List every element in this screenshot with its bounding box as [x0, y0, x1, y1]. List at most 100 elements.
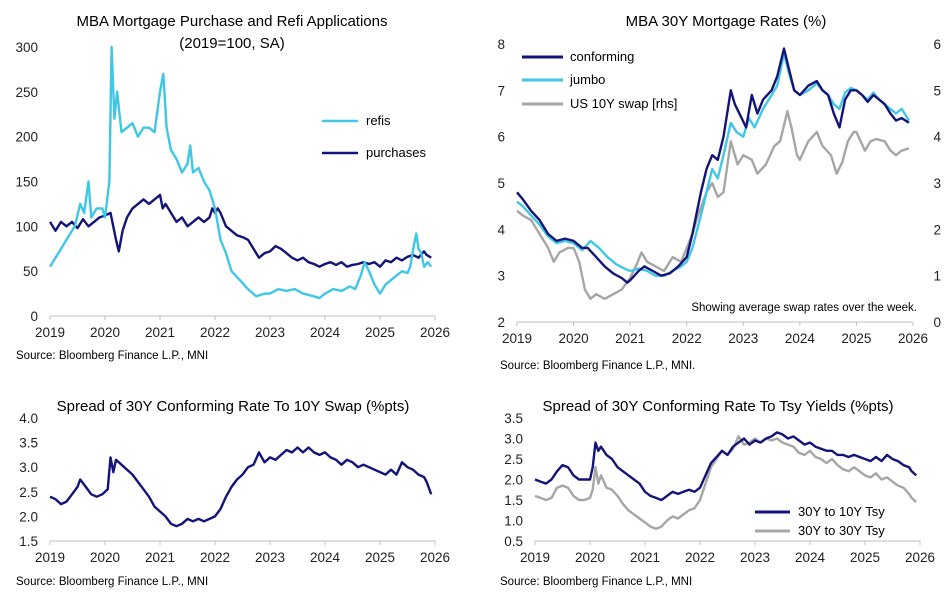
- y-tick-label: 2.0: [504, 473, 523, 488]
- plot-area: [48, 45, 433, 300]
- y-tick-label-right: 0: [933, 315, 941, 330]
- plot-area: [49, 446, 433, 528]
- x-tick-label: 2023: [728, 331, 758, 346]
- y-tick-label: 3.0: [504, 432, 523, 447]
- y-tick-label: 7: [497, 83, 505, 98]
- series-line-refis: [48, 45, 433, 300]
- y-tick-label: 300: [15, 40, 38, 55]
- x-tick-label: 2020: [559, 331, 589, 346]
- y-axis-right: 0 1 2 3 4 5 6: [933, 37, 941, 330]
- y-tick-label: 2.5: [504, 452, 523, 467]
- y-tick-label: 2.5: [19, 485, 38, 500]
- x-tick-label: 2025: [365, 325, 395, 340]
- y-tick-label-right: 1: [933, 269, 941, 284]
- y-tick-label: 2.0: [19, 509, 38, 524]
- y-tick-label-right: 4: [933, 130, 941, 145]
- chart-spread-tsy: Spread of 30Y Conforming Rate To Tsy Yie…: [500, 398, 935, 588]
- y-tick-label: 50: [23, 264, 38, 279]
- y-axis: 0.5 1.0 1.5 2.0 2.5 3.0 3.5: [504, 411, 523, 549]
- series-line-purchases: [48, 193, 432, 268]
- x-tick-label: 2020: [575, 550, 605, 565]
- legend-label: US 10Y swap [rhs]: [570, 96, 677, 111]
- legend-label: 30Y to 30Y Tsy: [798, 523, 885, 538]
- legend-label: refis: [366, 113, 391, 128]
- x-tick-label: 2019: [35, 325, 65, 340]
- y-tick-label: 0: [30, 309, 38, 324]
- legend-label: 30Y to 10Y Tsy: [798, 504, 885, 519]
- y-tick-label-right: 5: [933, 83, 941, 98]
- y-tick-label: 4: [497, 222, 505, 237]
- series-line-spread: [49, 446, 433, 528]
- series-line-us-10y-swap-rhs-: [516, 110, 910, 300]
- chart-spread-swap: Spread of 30Y Conforming Rate To 10Y Swa…: [16, 398, 450, 588]
- y-tick-label-right: 6: [933, 37, 941, 52]
- x-tick-label: 2026: [420, 325, 450, 340]
- legend-label: conforming: [570, 49, 634, 64]
- x-tick-label: 2019: [502, 331, 532, 346]
- y-tick-label: 1.5: [504, 493, 523, 508]
- source-note: Source: Bloomberg Finance L.P., MNI: [16, 350, 208, 362]
- x-tick-label: 2022: [200, 325, 230, 340]
- y-tick-label: 5: [497, 176, 505, 191]
- x-tick-label: 2021: [145, 550, 175, 565]
- series-line-30y-to-10y-tsy: [534, 431, 918, 502]
- y-tick-label: 3.5: [19, 436, 38, 451]
- x-tick-label: 2019: [520, 550, 550, 565]
- y-tick-label: 3: [497, 269, 505, 284]
- source-note: Source: Bloomberg Finance L.P., MNI: [16, 576, 208, 588]
- y-tick-label: 3.5: [504, 411, 523, 426]
- legend: 30Y to 10Y Tsy 30Y to 30Y Tsy: [755, 504, 885, 538]
- x-tick-label: 2025: [365, 550, 395, 565]
- source-note: Source: Bloomberg Finance L.P., MNI: [500, 576, 692, 588]
- x-tick-label: 2021: [615, 331, 645, 346]
- y-tick-label: 1.0: [504, 514, 523, 529]
- chart-title: MBA 30Y Mortgage Rates (%): [626, 13, 827, 30]
- chart-annotation: Showing average swap rates over the week…: [691, 302, 917, 314]
- x-tick-label: 2021: [145, 325, 175, 340]
- x-tick-label: 2019: [35, 550, 65, 565]
- x-axis: 2019 2020 2021 2022 2023 2024 2025 2026: [520, 541, 935, 565]
- x-tick-label: 2023: [255, 550, 285, 565]
- y-tick-label-right: 3: [933, 176, 941, 191]
- x-tick-label: 2024: [310, 325, 341, 340]
- y-tick-label: 1.5: [19, 534, 38, 549]
- y-tick-label: 100: [15, 219, 38, 234]
- x-tick-label: 2022: [685, 550, 715, 565]
- x-tick-label: 2024: [310, 550, 341, 565]
- x-tick-label: 2026: [898, 331, 928, 346]
- x-tick-label: 2023: [740, 550, 770, 565]
- y-tick-label: 150: [15, 175, 38, 190]
- x-tick-label: 2026: [420, 550, 450, 565]
- series-line-conforming: [516, 47, 910, 284]
- chart-title: MBA Mortgage Purchase and Refi Applicati…: [76, 13, 387, 30]
- y-tick-label-right: 2: [933, 222, 941, 237]
- x-tick-label: 2021: [630, 550, 660, 565]
- y-tick-label: 0.5: [504, 534, 523, 549]
- x-tick-label: 2025: [850, 550, 880, 565]
- y-axis-left: 2 3 4 5 6 7 8: [497, 37, 505, 330]
- y-tick-label: 250: [15, 85, 38, 100]
- chart-title: Spread of 30Y Conforming Rate To Tsy Yie…: [542, 398, 893, 415]
- y-axis: 0 50 100 150 200 250 300: [15, 40, 38, 324]
- x-axis: 2019 2020 2021 2022 2023 2024 2025 2026: [502, 322, 928, 346]
- legend: refis purchases: [322, 113, 426, 160]
- x-tick-label: 2024: [785, 331, 816, 346]
- source-note: Source: Bloomberg Finance L.P., MNI.: [500, 360, 695, 372]
- y-tick-label: 200: [15, 130, 38, 145]
- x-axis: 2019 2020 2021 2022 2023 2024 2025 2026: [35, 316, 450, 340]
- x-axis: 2019 2020 2021 2022 2023 2024 2025 2026: [35, 541, 450, 565]
- y-tick-label: 2: [497, 315, 505, 330]
- x-tick-label: 2024: [795, 550, 826, 565]
- x-tick-label: 2025: [841, 331, 871, 346]
- legend-label: jumbo: [569, 72, 605, 87]
- legend-label: purchases: [366, 145, 426, 160]
- legend: conforming jumbo US 10Y swap [rhs]: [522, 49, 677, 111]
- y-axis: 1.5 2.0 2.5 3.0 3.5 4.0: [19, 411, 38, 549]
- y-tick-label: 8: [497, 37, 505, 52]
- x-tick-label: 2020: [90, 325, 120, 340]
- chart-title: Spread of 30Y Conforming Rate To 10Y Swa…: [57, 398, 410, 415]
- x-tick-label: 2022: [672, 331, 702, 346]
- y-tick-label: 4.0: [19, 411, 38, 426]
